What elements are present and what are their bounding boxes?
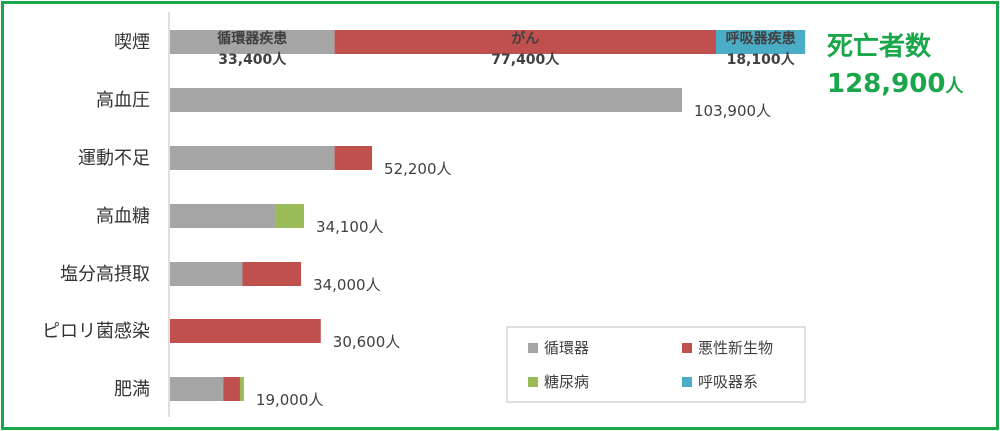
legend-swatch: [528, 377, 538, 387]
callout: 死亡者数 128,900人: [827, 31, 964, 99]
category-label: 肥満: [114, 379, 150, 400]
segment-label-value: 33,400人: [218, 51, 287, 68]
legend-label: 糖尿病: [544, 373, 589, 391]
bar-segment: [170, 262, 243, 286]
bar-segment: [239, 377, 244, 401]
category-label: 高血糖: [96, 206, 150, 227]
bar-segment: [242, 262, 302, 286]
category-label: 喫煙: [114, 32, 150, 53]
bar-segment: [334, 146, 373, 170]
legend-label: 悪性新生物: [698, 339, 773, 357]
total-label: 52,200人: [384, 160, 452, 178]
legend-label: 呼吸器系: [698, 373, 758, 391]
segment-label-name: 循環器疾患: [217, 30, 287, 47]
bar-segment: [170, 146, 335, 170]
category-label: ピロリ菌感染: [42, 321, 150, 342]
category-label: 高血圧: [96, 90, 150, 111]
callout-number: 128,900: [827, 69, 945, 99]
legend-box: [506, 326, 806, 403]
total-label: 34,100人: [316, 218, 384, 236]
callout-title: 死亡者数: [827, 31, 932, 62]
segment-label-name: 呼吸器疾患: [726, 30, 796, 47]
legend-label: 循環器: [544, 339, 589, 357]
callout-unit: 人: [945, 76, 964, 97]
bar-segment: [170, 30, 335, 54]
bar-segment: [275, 204, 305, 228]
bar-segment: [334, 30, 717, 54]
legend-swatch: [682, 343, 692, 353]
bar-segment: [170, 204, 276, 228]
category-label: 塩分高摂取: [60, 264, 150, 285]
total-label: 30,600人: [333, 333, 401, 351]
bar-segment: [170, 319, 321, 343]
total-label: 103,900人: [694, 102, 771, 120]
bar-segment: [223, 377, 240, 401]
segment-label-value: 77,400人: [491, 51, 560, 68]
bar-segment: [170, 377, 224, 401]
total-label: 19,000人: [256, 391, 324, 409]
segment-label-name: がん: [511, 30, 539, 47]
category-label: 運動不足: [78, 148, 150, 169]
bar-segment: [716, 30, 806, 54]
callout-value: 128,900人: [827, 69, 964, 99]
legend-swatch: [528, 343, 538, 353]
segment-label-value: 18,100人: [727, 51, 796, 68]
bar-segment: [170, 88, 682, 112]
legend-swatch: [682, 377, 692, 387]
total-label: 34,000人: [313, 276, 381, 294]
